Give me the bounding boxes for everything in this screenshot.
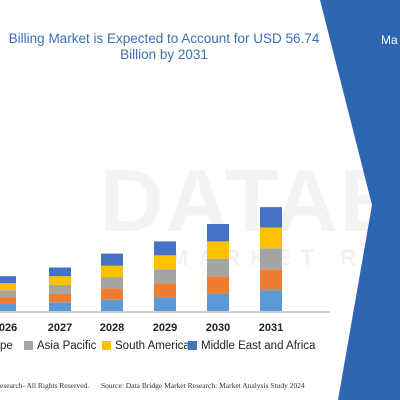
bar-2031-north-america — [260, 290, 282, 311]
bar-2029-asia-pacific — [154, 269, 176, 284]
legend-label-asia-pacific: Asia Pacific — [37, 340, 97, 352]
x-tick-label-2030: 2030 — [206, 322, 230, 334]
x-tick-label-2029: 2029 — [153, 322, 177, 334]
legend-item-middle-east-africa: Middle East and Africa — [188, 340, 315, 352]
bar-2026-middle-east-and-africa — [0, 276, 16, 284]
x-tick-label-2028: 2028 — [100, 322, 124, 334]
bar-2028-north-america — [101, 299, 123, 311]
bar-2031-asia-pacific — [260, 248, 282, 270]
bar-2027-middle-east-and-africa — [49, 267, 71, 277]
bar-2031-europe — [260, 269, 282, 291]
bar-2030-south-america — [207, 241, 229, 259]
side-panel — [320, 0, 400, 400]
legend-swatch-south-america — [102, 341, 111, 350]
bar-2028-asia-pacific — [101, 277, 123, 289]
bar-2029-south-america — [154, 255, 176, 270]
bar-2026-asia-pacific — [0, 290, 16, 298]
bar-2030-middle-east-and-africa — [207, 224, 229, 242]
legend-swatch-middle-east-africa — [188, 341, 197, 350]
bar-2026-europe — [0, 297, 16, 305]
legend-item-europe: pe — [0, 340, 13, 352]
bar-2027-europe — [49, 293, 71, 303]
bar-2028-europe — [101, 288, 123, 300]
chart-title-line-1: Billing Market is Expected to Account fo… — [8, 31, 320, 46]
side-panel-label: Ma — [381, 33, 398, 47]
bar-2028-middle-east-and-africa — [101, 253, 123, 266]
legend-label-europe: pe — [0, 340, 13, 352]
bar-2027-asia-pacific — [49, 284, 71, 294]
bar-2027-south-america — [49, 276, 71, 285]
bar-2026-north-america — [0, 304, 16, 311]
bar-2031-south-america — [260, 227, 282, 249]
legend-swatch-asia-pacific — [24, 341, 33, 350]
bar-2027-north-america — [49, 302, 71, 311]
bar-2030-north-america — [207, 293, 229, 311]
bar-2028-south-america — [101, 265, 123, 278]
footer-source: Source: Data Bridge Market Research: Mar… — [101, 381, 305, 390]
legend-label-middle-east-africa: Middle East and Africa — [201, 340, 316, 352]
bar-2026-south-america — [0, 283, 16, 291]
x-tick-label-2031: 2031 — [259, 322, 283, 334]
bar-2029-north-america — [154, 297, 176, 311]
bar-2029-middle-east-and-africa — [154, 241, 176, 256]
chart-title-line-2: Billion by 2031 — [120, 47, 208, 62]
watermark: DATABRI — [100, 150, 400, 252]
x-tick-label-2027: 2027 — [48, 322, 72, 334]
chart-title: Billing Market is Expected to Account fo… — [0, 31, 328, 63]
bar-2030-europe — [207, 276, 229, 294]
bar-2030-asia-pacific — [207, 258, 229, 277]
legend-item-asia-pacific: Asia Pacific — [24, 340, 96, 352]
bar-2029-europe — [154, 283, 176, 298]
footer-copyright: esearch- All Rights Reserved. — [0, 381, 90, 390]
x-tick-label-2026: 2026 — [0, 322, 17, 334]
bar-2031-middle-east-and-africa — [260, 207, 282, 228]
legend-label-south-america: South America — [115, 340, 190, 352]
legend-item-south-america: South America — [102, 340, 190, 352]
